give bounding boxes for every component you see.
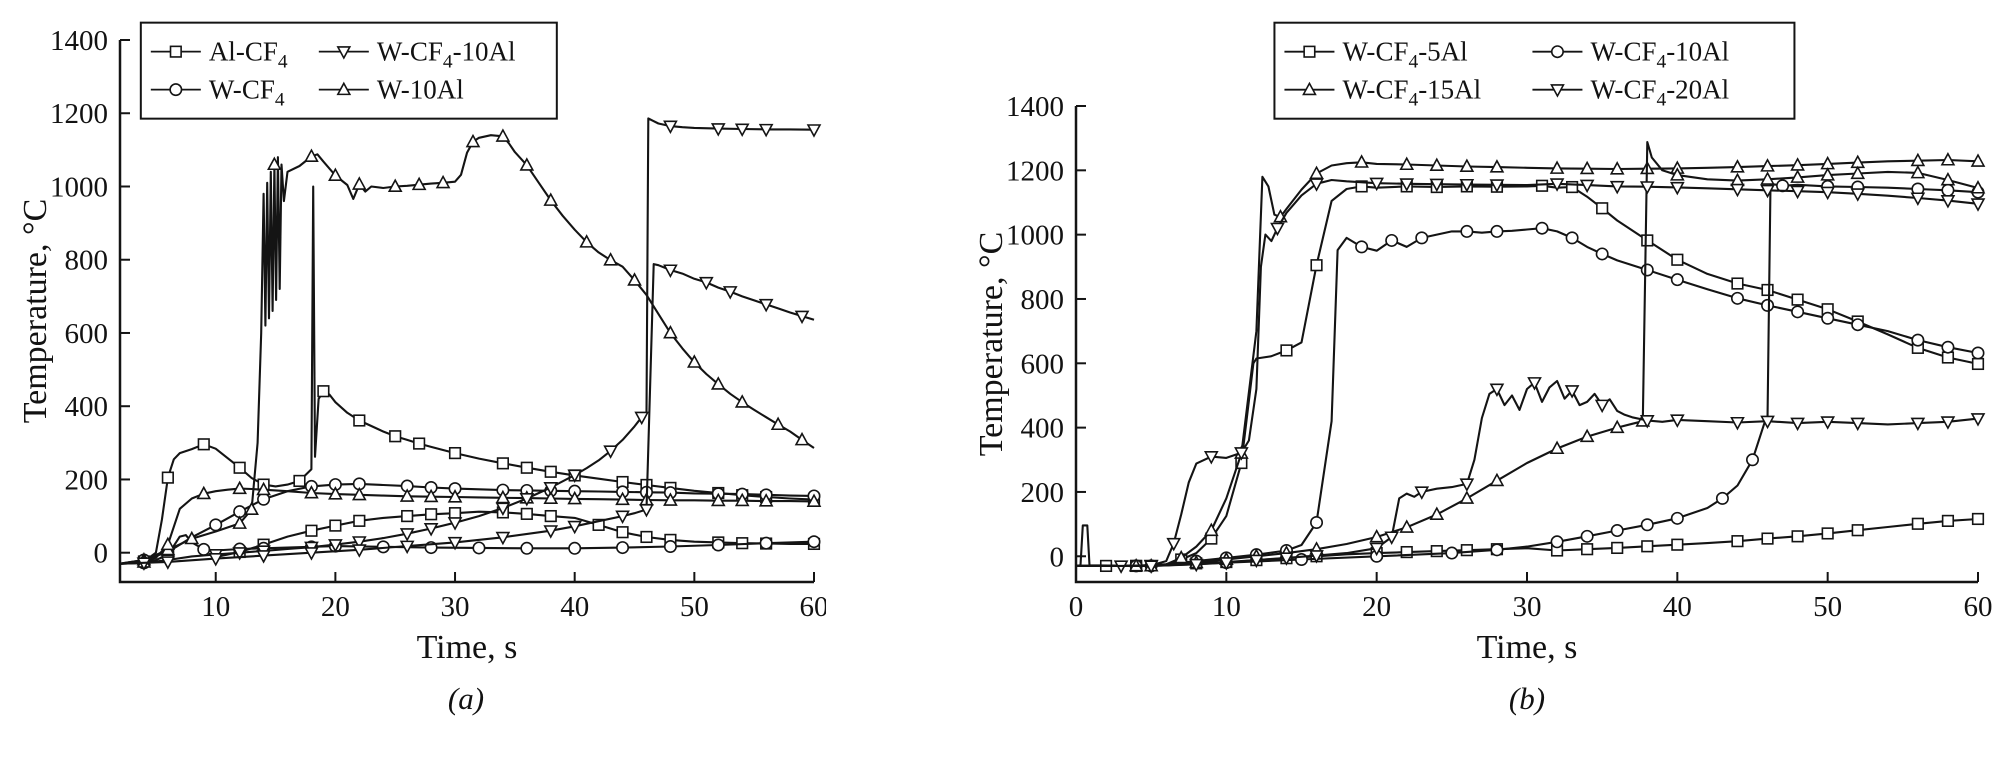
figure-b-caption: (b): [1508, 681, 1546, 716]
figure-a-caption: (a): [447, 681, 485, 716]
axes: 0 10 20 30 40 50 600200400600800100012001400Ti…: [973, 91, 1993, 666]
svg-text:Temperature, °C: Temperature, °C: [17, 199, 54, 424]
svg-text:Time, s: Time, s: [417, 629, 518, 666]
svg-text:W-CF4-20Al: W-CF4-20Al: [1590, 75, 1729, 111]
svg-text:40: 40: [560, 591, 589, 623]
svg-text:30: 30: [441, 591, 470, 623]
svg-text:200: 200: [65, 464, 109, 496]
svg-text:W-CF4-10Al: W-CF4-10Al: [377, 37, 516, 73]
svg-text:20: 20: [321, 591, 350, 623]
svg-text:1200: 1200: [1006, 155, 1064, 187]
svg-text:10: 10: [201, 591, 230, 623]
svg-text:1000: 1000: [50, 171, 108, 203]
svg-text:Al-CF4: Al-CF4: [209, 37, 288, 73]
series: [1075, 140, 1986, 574]
svg-text:30: 30: [1513, 591, 1542, 623]
svg-text:400: 400: [1021, 413, 1065, 445]
chart-b-canvas: 0 10 20 30 40 50 60 0 200 400 600 800 1000 1200 1400 Ti…: [954, 14, 1996, 681]
svg-text:W-CF4: W-CF4: [209, 75, 285, 111]
legend: Al-CF4 W-CF4-10Al W-CF4 W-10Al: [139, 21, 558, 120]
svg-text:10: 10: [1212, 591, 1241, 623]
figure-a: 10 20 30 40 50 60 0 200 400 600 800 1000 1200 1400 Tim…: [14, 14, 829, 717]
svg-text:W-10Al: W-10Al: [377, 75, 464, 105]
svg-text:1000: 1000: [1006, 220, 1064, 252]
svg-text:40: 40: [1663, 591, 1692, 623]
svg-text:60: 60: [800, 591, 827, 623]
axes: 10 20 30 40 50 600200400600800100012001400Tim…: [17, 25, 829, 666]
svg-text:0: 0: [1050, 541, 1065, 573]
svg-text:1400: 1400: [50, 25, 108, 57]
chart-a-canvas: 10 20 30 40 50 60 0 200 400 600 800 1000 1200 1400 Tim…: [14, 14, 829, 681]
svg-text:0: 0: [94, 538, 109, 570]
svg-text:Time, s: Time, s: [1477, 629, 1578, 666]
figure-b: 0 10 20 30 40 50 60 0 200 400 600 800 1000 1200 1400 Ti…: [954, 14, 1996, 717]
svg-text:0: 0: [1069, 591, 1084, 623]
svg-text:60: 60: [1964, 591, 1993, 623]
svg-text:W-CF4-10Al: W-CF4-10Al: [1590, 37, 1729, 73]
svg-text:1200: 1200: [50, 98, 108, 130]
chart-svg: 10 20 30 40 50 600200400600800100012001400Tim…: [17, 21, 829, 666]
svg-text:Temperature, °C: Temperature, °C: [973, 232, 1010, 457]
legend: W-CF4-5Al W-CF4-10Al W-CF4-15Al W-CF4-20Al: [1273, 21, 1796, 120]
svg-text:200: 200: [1021, 477, 1065, 509]
svg-text:20: 20: [1362, 591, 1391, 623]
svg-text:W-CF4-5Al: W-CF4-5Al: [1342, 37, 1467, 73]
svg-text:50: 50: [680, 591, 709, 623]
svg-text:800: 800: [65, 245, 109, 277]
chart-svg: 0 10 20 30 40 50 600200400600800100012001400Ti…: [973, 21, 1993, 666]
series: [119, 117, 822, 571]
svg-text:50: 50: [1813, 591, 1842, 623]
svg-text:W-CF4-15Al: W-CF4-15Al: [1342, 75, 1481, 111]
svg-text:1400: 1400: [1006, 91, 1064, 123]
svg-text:800: 800: [1021, 284, 1065, 316]
svg-text:600: 600: [1021, 348, 1065, 380]
svg-text:400: 400: [65, 391, 109, 423]
svg-text:600: 600: [65, 318, 109, 350]
